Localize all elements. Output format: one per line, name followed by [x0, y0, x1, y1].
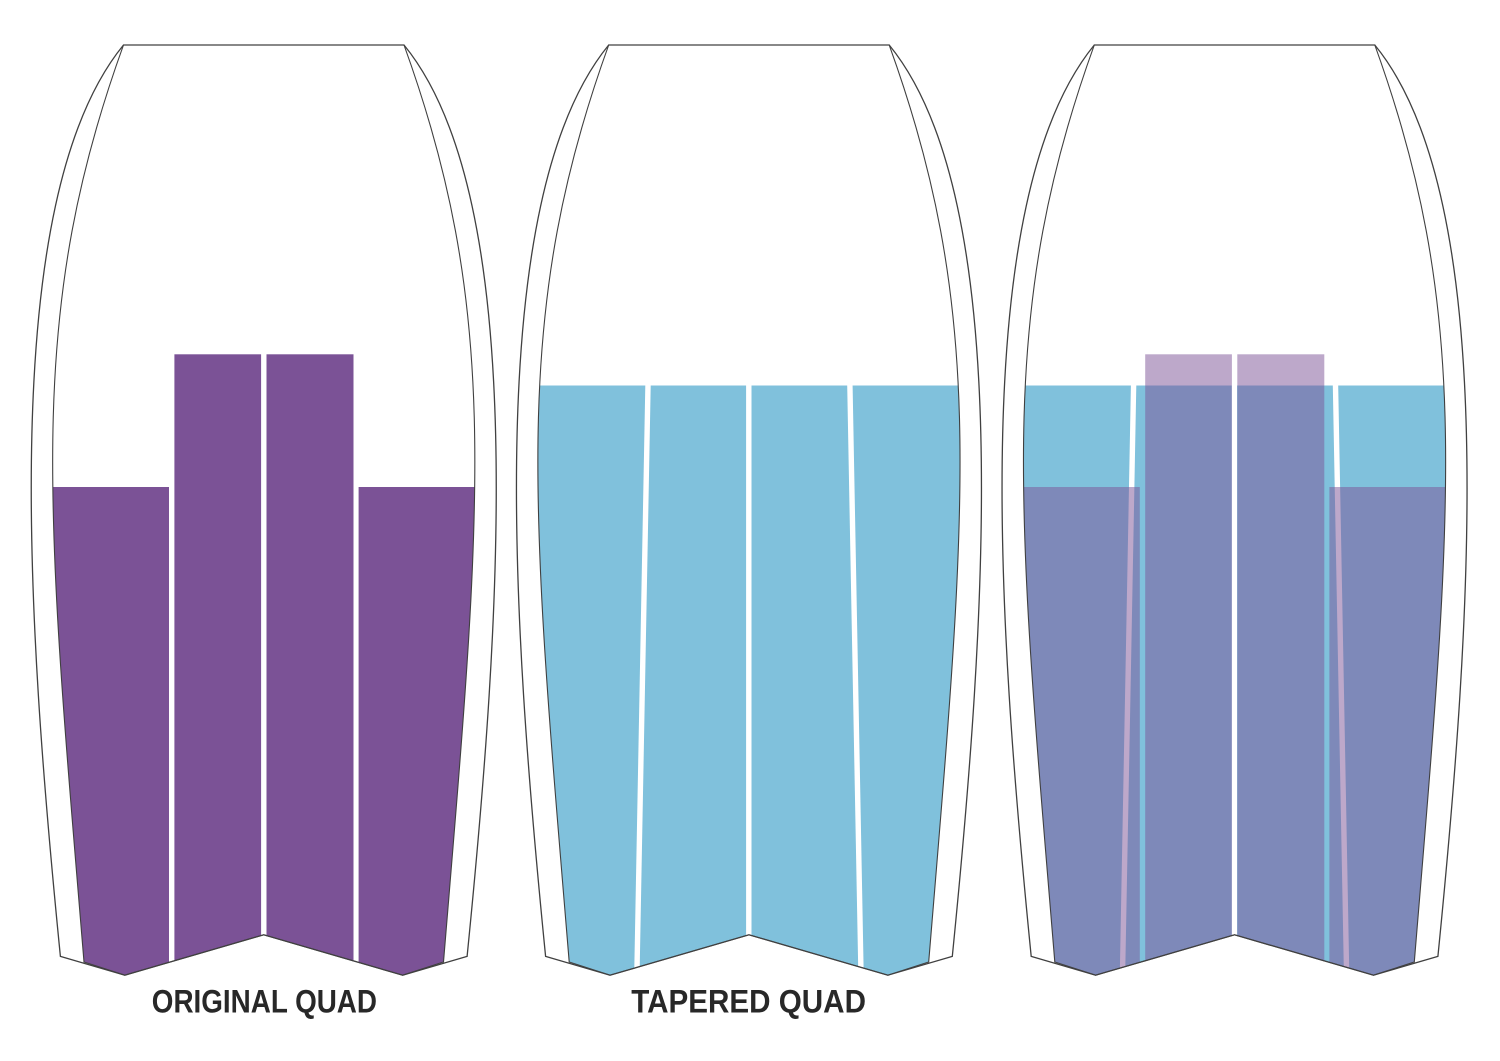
svg-text:ORIGINAL QUAD: ORIGINAL QUAD: [152, 984, 377, 1020]
svg-text:TAPERED QUAD: TAPERED QUAD: [631, 984, 866, 1020]
